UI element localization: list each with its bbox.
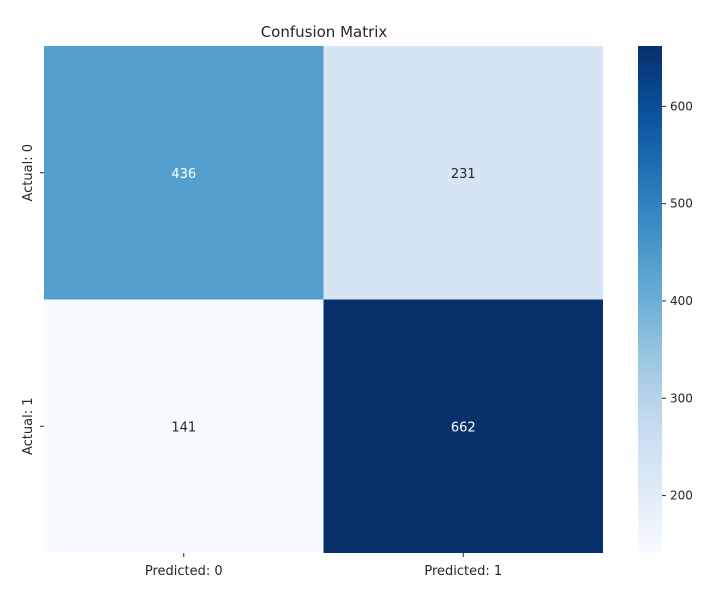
x-tick-label: Predicted: 1: [424, 564, 502, 579]
heatmap-cell: [323, 299, 603, 553]
y-axis: Actual: 0 Actual: 1: [21, 144, 44, 455]
y-tick-label: Actual: 0: [21, 144, 36, 202]
colorbar-tick-label: 300: [670, 391, 693, 405]
heatmap-cell: [323, 46, 603, 300]
cell-value-label: 662: [451, 420, 476, 435]
colorbar-tick-label: 200: [670, 489, 693, 503]
colorbar-tick-label: 400: [670, 294, 693, 308]
heatmap-cell: [44, 46, 324, 300]
colorbar-axis: 200 300 400 500 600: [662, 99, 693, 503]
heatmap-cells: [44, 46, 603, 553]
cell-value-label: 436: [171, 167, 196, 182]
x-axis: Predicted: 0 Predicted: 1: [145, 553, 502, 579]
cell-value-labels: 436 231 141 662: [171, 167, 475, 436]
y-tick-label: Actual: 1: [21, 397, 36, 455]
chart-title: Confusion Matrix: [261, 23, 388, 41]
heatmap-cell: [44, 299, 324, 553]
cell-value-label: 141: [171, 420, 196, 435]
cell-value-label: 231: [451, 167, 476, 182]
x-tick-label: Predicted: 0: [145, 564, 223, 579]
colorbar-tick-label: 600: [670, 99, 693, 113]
colorbar-tick-label: 500: [670, 197, 693, 211]
colorbar: [638, 46, 662, 553]
